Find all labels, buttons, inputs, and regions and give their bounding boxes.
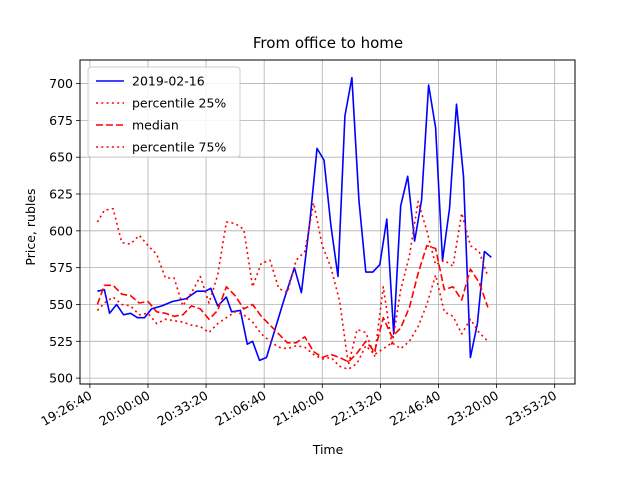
- legend-label: percentile 75%: [132, 140, 226, 155]
- y-tick-label: 600: [49, 223, 73, 238]
- y-tick-label: 675: [49, 113, 73, 128]
- legend-label: percentile 25%: [132, 96, 226, 111]
- y-axis-label: Price, rubles: [23, 188, 38, 265]
- chart-title: From office to home: [253, 34, 403, 52]
- series-layer: [96, 76, 492, 371]
- y-tick-label: 625: [49, 187, 73, 202]
- legend-label: 2019-02-16: [132, 74, 205, 89]
- plot-frame: [79, 59, 576, 385]
- series-line-1: [96, 274, 489, 371]
- series-line-3: [96, 200, 489, 366]
- y-tick-label: 525: [49, 334, 73, 349]
- y-tick-label: 700: [49, 76, 73, 91]
- legend-box: [87, 66, 241, 158]
- x-axis-label: Time: [312, 442, 344, 457]
- y-axis-ticks: 500 525 550 575 600 625 650 675 700: [49, 76, 80, 386]
- legend: 2019-02-16 percentile 25% median percentile…: [87, 66, 241, 158]
- y-tick-label: 500: [49, 371, 73, 386]
- y-tick-label: 650: [49, 150, 73, 165]
- y-tick-label: 550: [49, 297, 73, 312]
- grid: [80, 60, 575, 384]
- y-tick-label: 575: [49, 260, 73, 275]
- legend-label: median: [132, 118, 179, 133]
